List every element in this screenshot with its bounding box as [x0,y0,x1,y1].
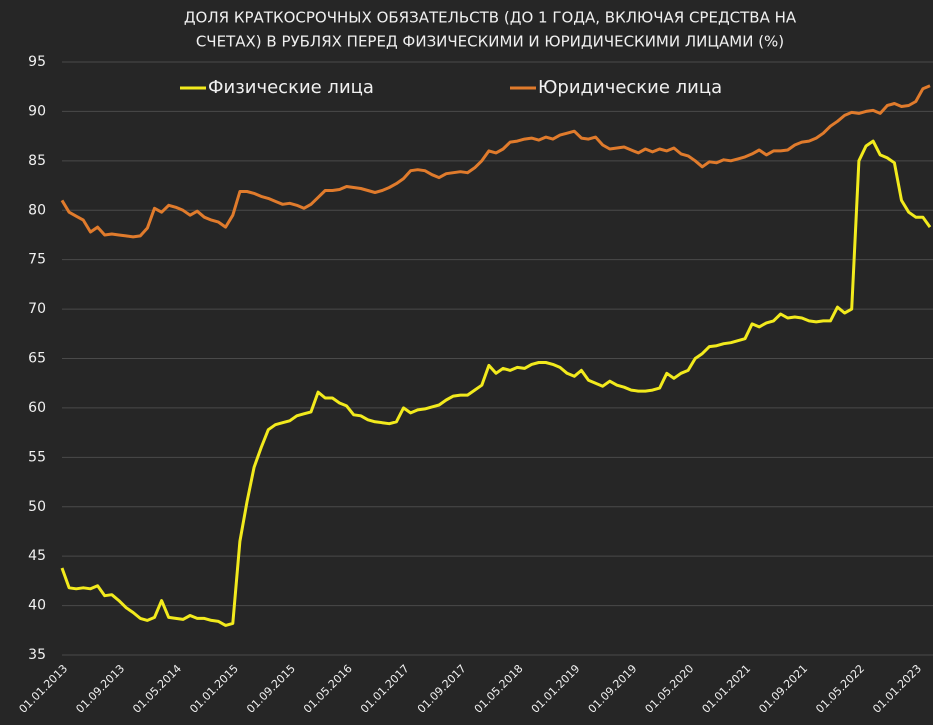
y-tick-label: 75 [28,252,46,268]
y-tick-label: 65 [28,351,46,367]
y-tick-label: 80 [28,202,46,218]
y-tick-label: 55 [28,449,46,465]
y-tick-label: 60 [28,400,46,416]
legend-label: Юридические лица [538,77,722,98]
legend-label: Физические лица [208,77,374,98]
y-tick-label: 35 [28,647,46,663]
y-tick-label: 90 [28,103,46,119]
series-line [60,84,931,239]
y-tick-label: 70 [28,301,46,317]
y-tick-label: 50 [28,499,46,515]
y-tick-label: 95 [28,54,46,70]
series-line [60,139,932,627]
chart-title: СЧЕТАХ) В РУБЛЯХ ПЕРЕД ФИЗИЧЕСКИМИ И ЮРИ… [196,33,784,51]
chart-title: ДОЛЯ КРАТКОСРОЧНЫХ ОБЯЗАТЕЛЬСТВ (ДО 1 ГО… [184,9,797,27]
y-tick-label: 85 [28,153,46,169]
y-tick-label: 40 [28,598,46,614]
y-tick-label: 45 [28,548,46,564]
